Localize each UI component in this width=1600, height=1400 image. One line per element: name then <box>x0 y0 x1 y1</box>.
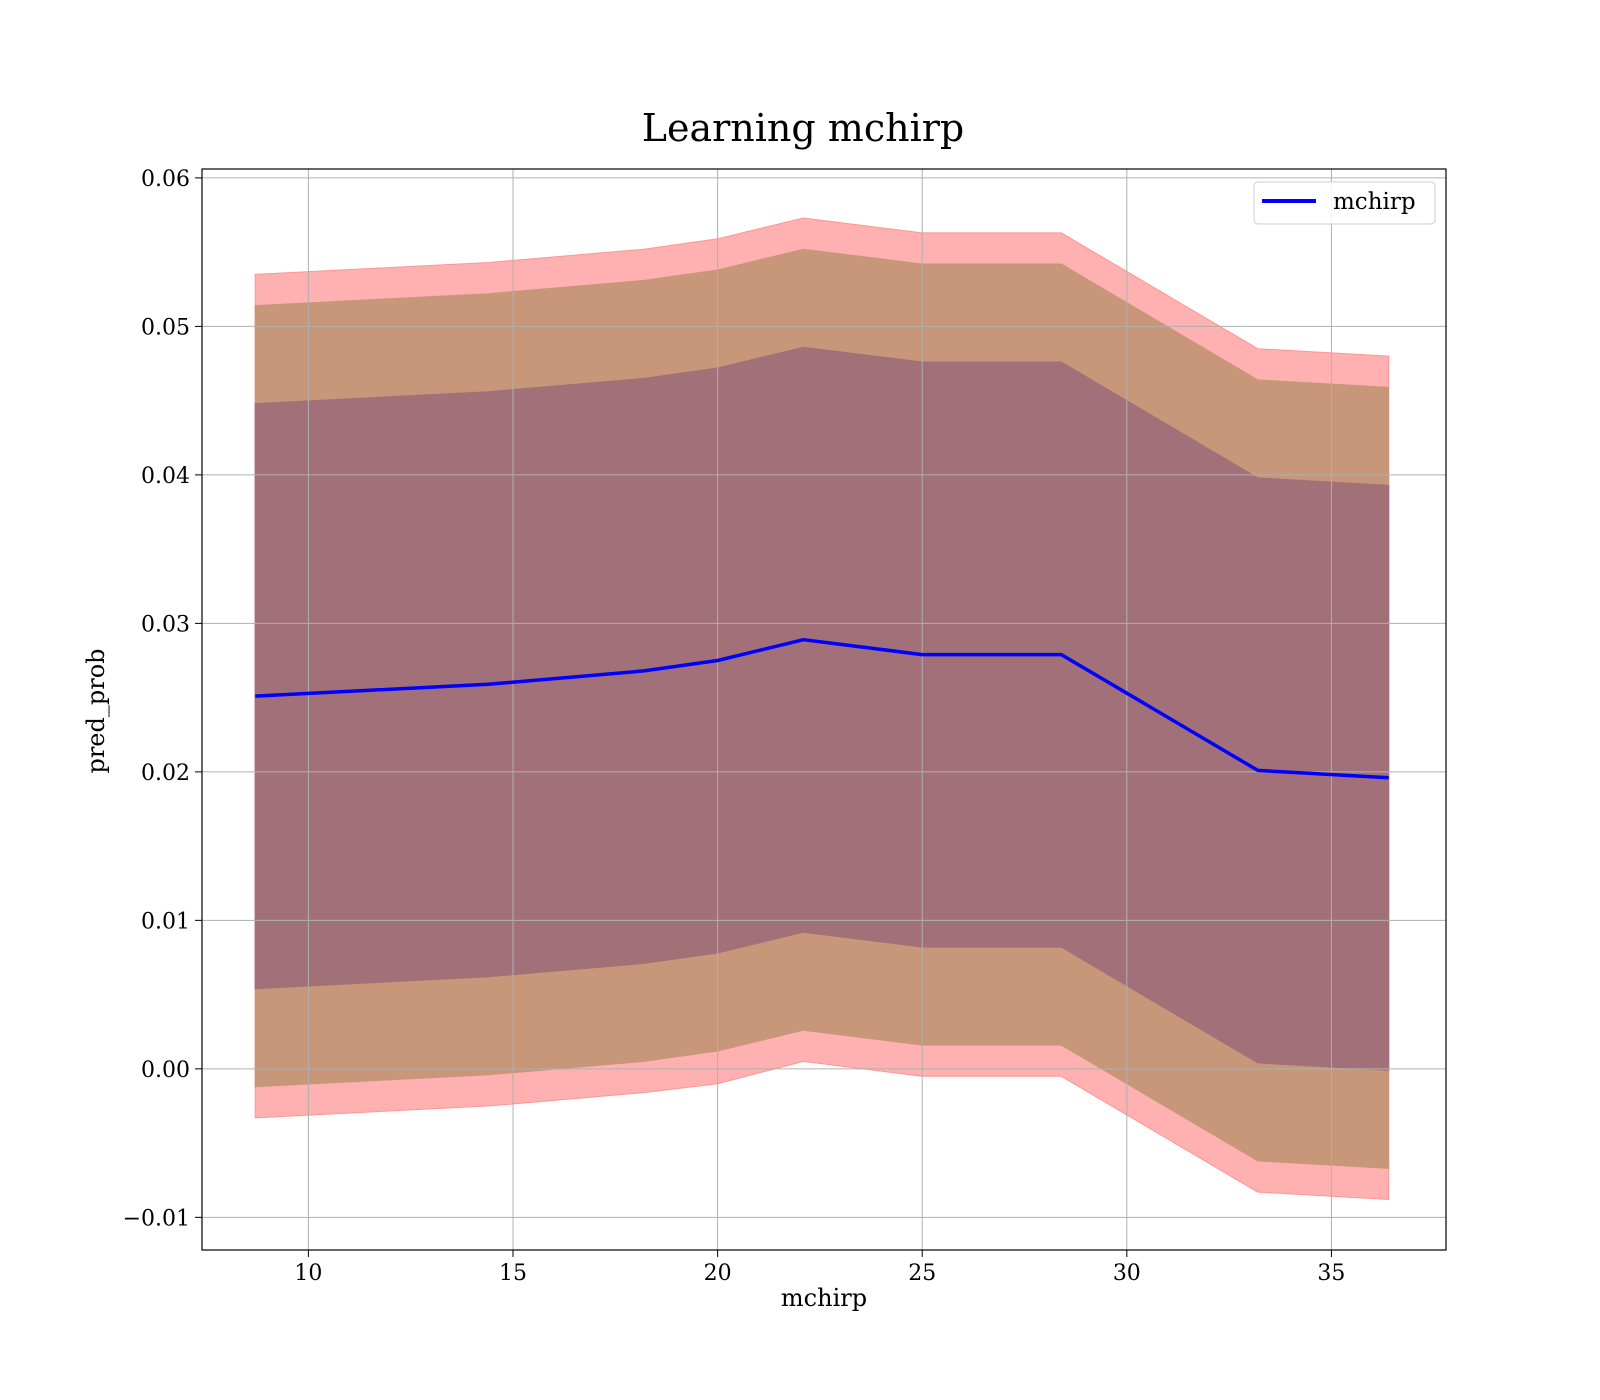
legend-box <box>1253 181 1436 225</box>
y-tick-label-1: 0.00 <box>141 1058 190 1083</box>
x-tick-label-30: 30 <box>1113 1261 1141 1286</box>
legend: mchirp <box>1253 181 1436 225</box>
chart-title: Learning mchirp <box>642 106 964 150</box>
y-axis-label: pred_prob <box>82 648 110 773</box>
x-axis-label: mchirp <box>781 1284 867 1312</box>
legend-label-mchirp: mchirp <box>1333 189 1416 215</box>
confidence-bands <box>254 217 1390 1201</box>
y-tick-label-5: 0.04 <box>141 464 190 489</box>
x-tick-label-35: 35 <box>1317 1261 1345 1286</box>
grid-lines <box>202 169 1446 1250</box>
plot-area-frame <box>201 168 1447 1251</box>
series-lines <box>255 637 1389 780</box>
y-tick-label-2: 0.01 <box>141 909 190 934</box>
y-tick-label-0: −0.01 <box>123 1206 190 1231</box>
y-tick-label-6: 0.05 <box>141 315 190 340</box>
x-tick-label-10: 10 <box>294 1261 322 1286</box>
y-tick-label-4: 0.03 <box>141 612 190 637</box>
x-tick-label-25: 25 <box>908 1261 936 1286</box>
x-tick-label-15: 15 <box>499 1261 527 1286</box>
axis-ticks: 10 15 20 25 30 35 −0.01 0.00 0.01 0.02 0.03 0.04 0.0… <box>123 167 1346 1286</box>
x-tick-label-20: 20 <box>704 1261 732 1286</box>
series-line-mchirp <box>255 637 1389 780</box>
y-tick-label-7: 0.06 <box>141 167 190 192</box>
y-tick-label-3: 0.02 <box>141 761 190 786</box>
